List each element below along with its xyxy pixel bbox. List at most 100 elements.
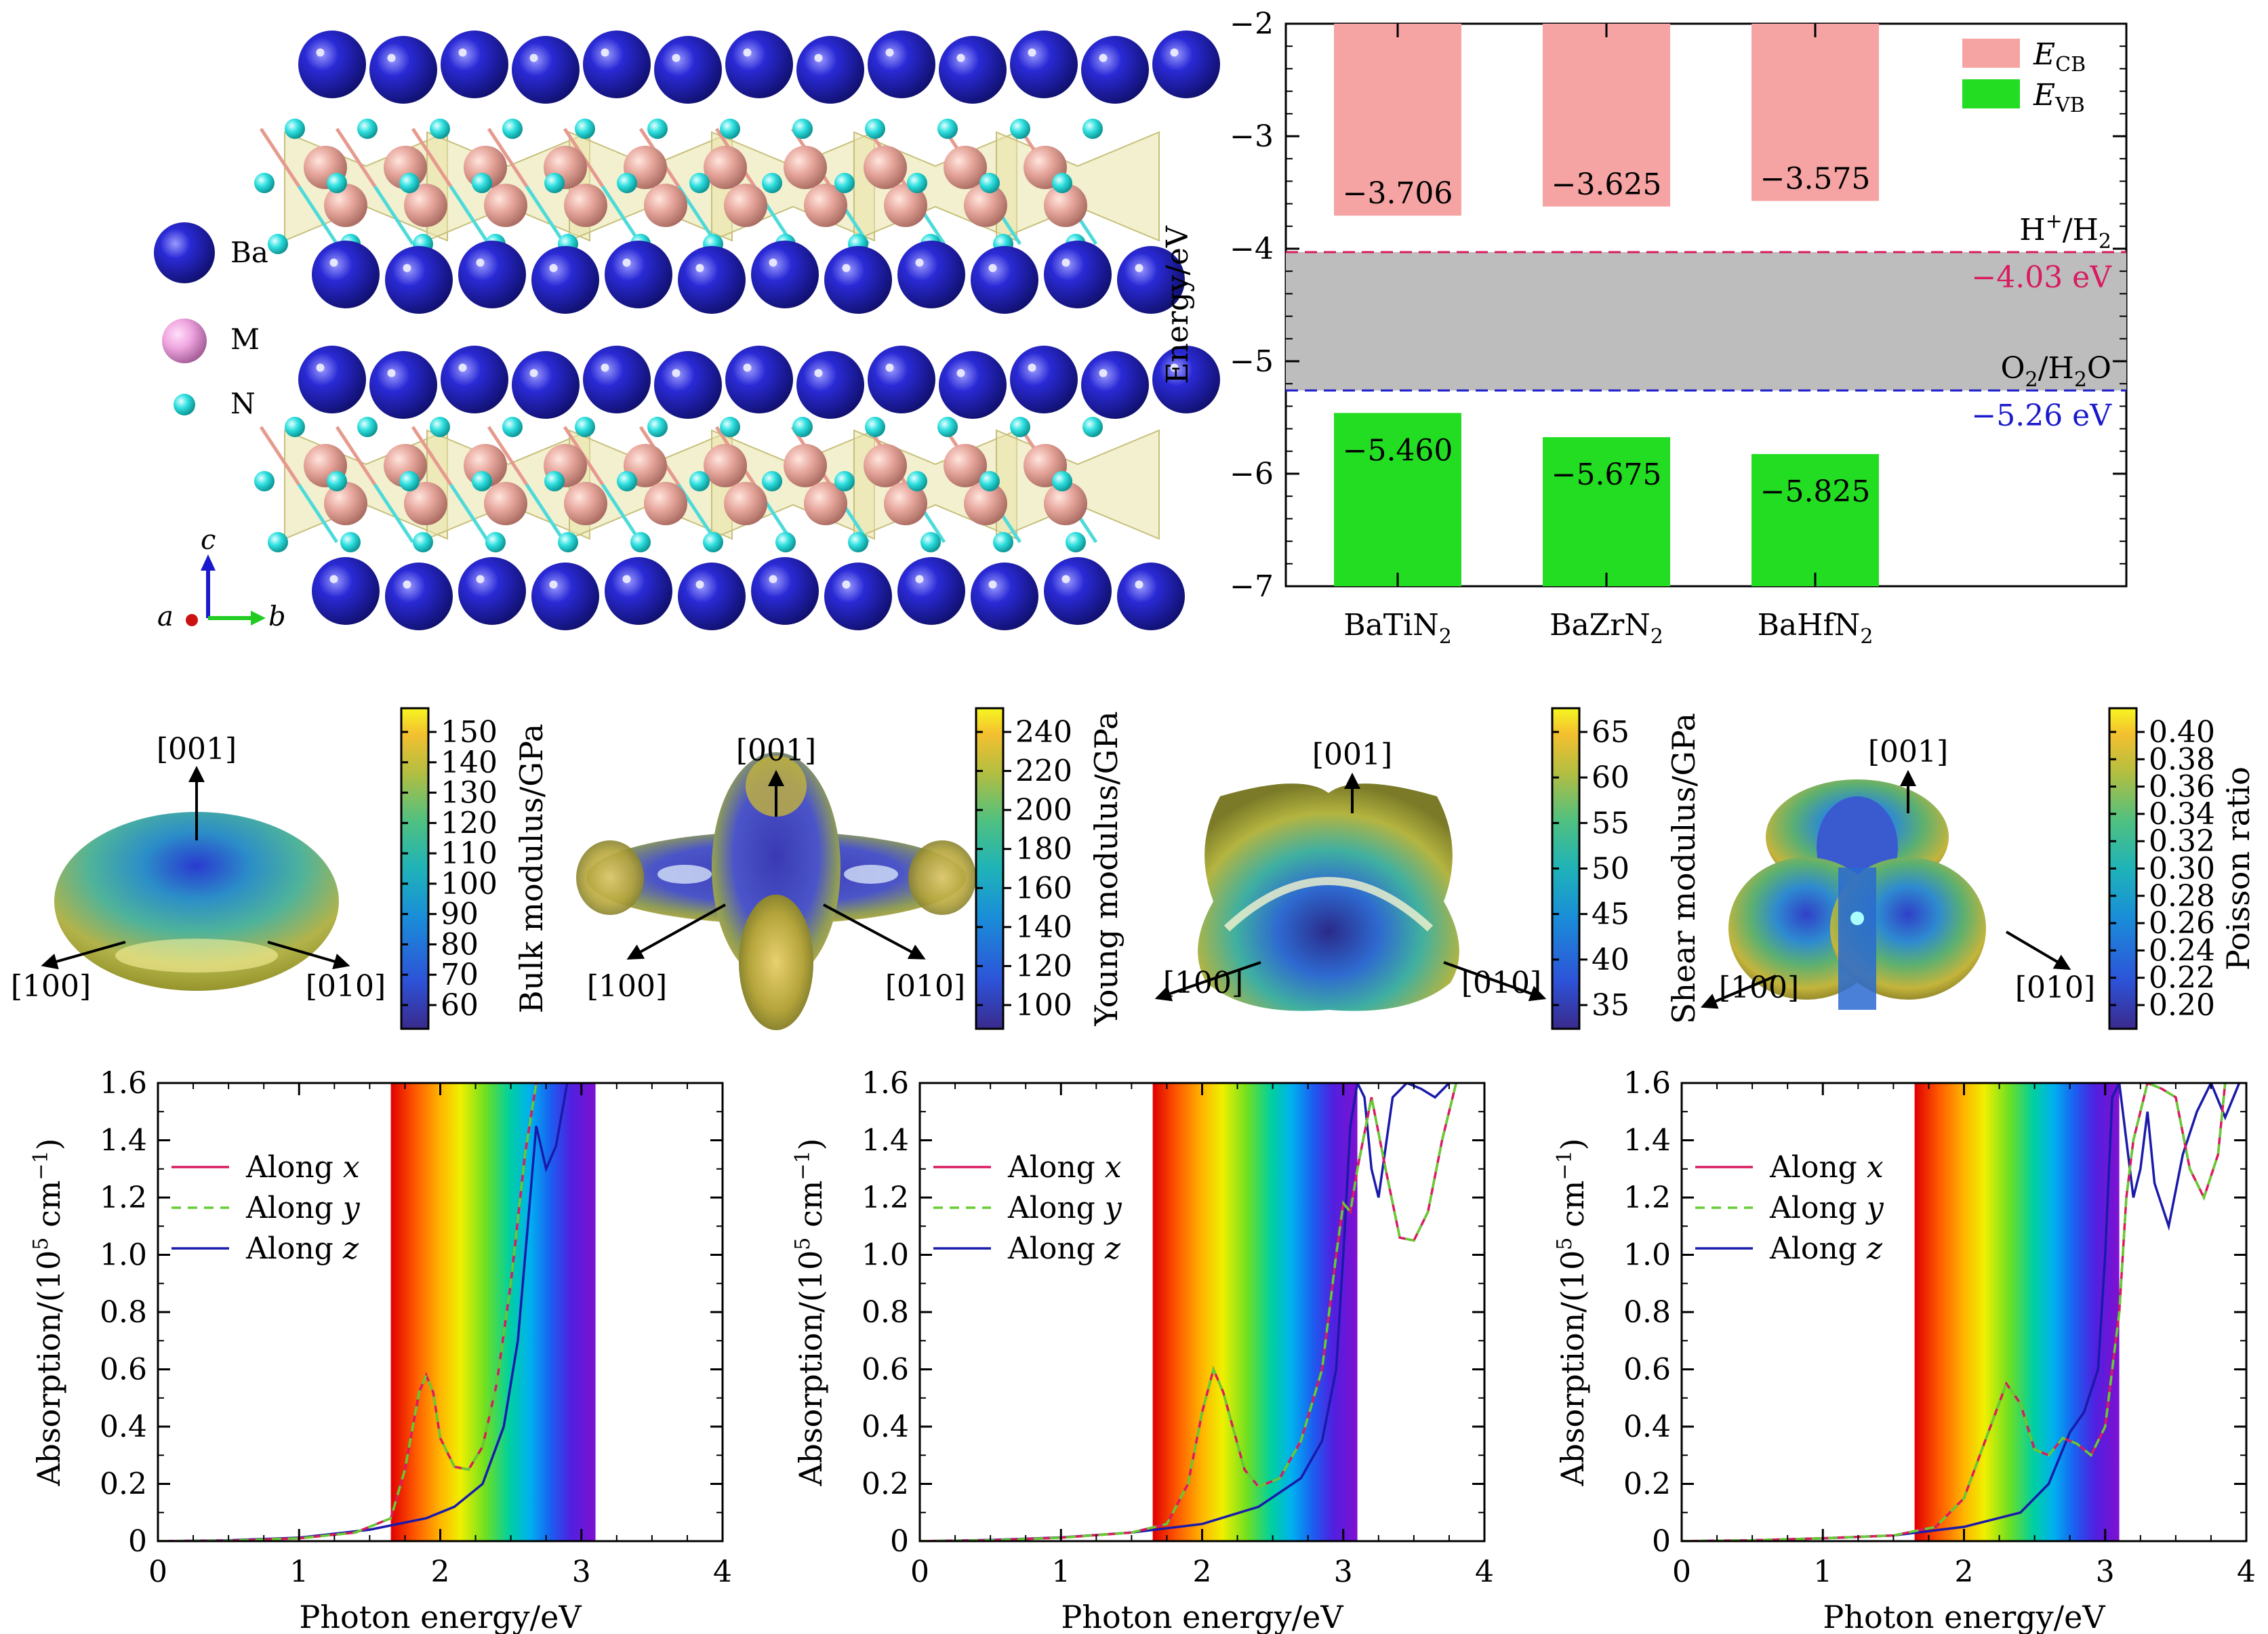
ba-atom: [298, 30, 366, 98]
ba-highlight: [1135, 264, 1143, 272]
o-level-name: O2/H2O: [2000, 351, 2111, 392]
ba-atom: [531, 246, 599, 314]
octahedral-slab: [254, 417, 1160, 552]
ba-highlight: [695, 264, 704, 272]
colorbar-tick-label: 65: [1592, 715, 1629, 750]
colorbar-tick-label: 45: [1592, 897, 1629, 932]
band-legend: ECB EVB: [1962, 37, 2086, 117]
series-along-y: [158, 1083, 538, 1541]
n-atom: [792, 119, 813, 139]
cb-value-label: −3.706: [1343, 176, 1453, 211]
x-tick-label: 1: [289, 1555, 308, 1589]
colorbar-tick-label: 40: [1592, 943, 1629, 977]
ba-atom: [897, 557, 965, 625]
ba-atom: [1044, 557, 1112, 625]
n-atom: [399, 471, 420, 491]
m-atom: [964, 184, 1007, 227]
axis-a-label: a: [157, 601, 174, 632]
cb-bar: [1751, 24, 1879, 201]
direction-label-010: [010]: [2015, 971, 2095, 1005]
x-tick-label: 0: [910, 1555, 929, 1589]
ba-atom: [868, 30, 935, 98]
ba-atom: [512, 351, 580, 419]
direction-label-100: [100]: [1163, 966, 1243, 1000]
n-atom: [485, 532, 506, 552]
ba-highlight: [622, 575, 631, 584]
n-atom: [254, 173, 275, 193]
colorbar: [975, 707, 1005, 1030]
colorbar-tick-label: 0.26: [2149, 906, 2215, 941]
bond: [487, 127, 529, 188]
octahedral-slab: [254, 119, 1160, 254]
colorbar-label: Young modulus/GPa: [1088, 711, 1125, 1026]
legend-label: Along z: [1007, 1231, 1121, 1266]
colorbar-tick-label: 50: [1592, 852, 1629, 886]
visible-spectrum-band: [1152, 1083, 1358, 1541]
m-atom: [1044, 482, 1087, 525]
n-atom: [775, 532, 796, 552]
ba-atom: [1152, 346, 1220, 413]
n-atom: [285, 417, 305, 437]
y-axis-label: Absorption/(105 cm−1): [1553, 1138, 1591, 1486]
colorbar-tick-label: 100: [1015, 988, 1072, 1023]
colorbar-tick-label: 240: [1015, 715, 1072, 750]
ba-highlight: [316, 48, 325, 57]
x-tick-label: 4: [713, 1555, 732, 1589]
n-atom: [762, 471, 782, 491]
x-tick-label: 0: [1672, 1555, 1691, 1589]
n-atom: [689, 471, 710, 491]
cb-bar: [1334, 24, 1461, 216]
n-atom: [502, 119, 523, 139]
bond: [335, 127, 377, 188]
ba-highlight: [672, 54, 681, 62]
colorbar-tick-label: 220: [1015, 754, 1072, 789]
axis-c-label: c: [201, 525, 216, 556]
n-atom: [544, 471, 565, 491]
atom-legend: Ba M N: [154, 222, 268, 420]
colorbar-tick-label: 140: [441, 745, 498, 780]
y-tick-label: 1.4: [862, 1124, 909, 1158]
colorbar-tick-label: 0.36: [2149, 770, 2215, 804]
vb-value-label: −5.675: [1552, 457, 1662, 492]
y-tick-label: −7: [1230, 569, 1274, 604]
colorbar-tick-label: 90: [441, 897, 479, 932]
ba-highlight: [458, 363, 467, 372]
colorbar-tick-label: 130: [441, 776, 498, 811]
ba-atom: [796, 36, 864, 104]
direction-label-001: [001]: [157, 732, 237, 767]
crystal-structure: [254, 30, 1220, 630]
ba-atom: [605, 557, 672, 625]
ba-atom: [1081, 36, 1149, 104]
m-atom: [404, 184, 447, 227]
ba-highlight: [842, 264, 851, 272]
n-atom: [617, 471, 637, 491]
y-tick-label: 0.8: [862, 1295, 909, 1330]
ba-atom: [971, 563, 1038, 630]
direction-arrow-010: [2005, 931, 2071, 971]
ba-atom: [796, 351, 864, 419]
bond: [449, 185, 491, 245]
m-atom: [864, 444, 907, 487]
ba-highlight: [403, 264, 411, 272]
ba-atom: [971, 246, 1038, 314]
n-atom: [689, 173, 710, 193]
n-atom: [907, 173, 927, 193]
n-atom: [544, 173, 565, 193]
x-tick-label: 1: [1813, 1555, 1832, 1589]
bond: [297, 185, 339, 245]
colorbar-tick-label: 0.22: [2149, 961, 2215, 996]
ba-atom: [939, 351, 1007, 419]
ba-highlight: [1099, 369, 1108, 377]
colorbar-tick-label: 55: [1592, 806, 1629, 840]
x-tick-label: 2: [1955, 1555, 1974, 1589]
ba-atom: [897, 241, 965, 308]
ba-highlight: [1061, 258, 1070, 267]
bond: [259, 127, 301, 188]
n-atom: [472, 173, 492, 193]
ba-highlight: [1028, 363, 1036, 372]
legend-label: Along z: [1769, 1231, 1883, 1266]
colorbar-tick-label: 0.30: [2149, 852, 2215, 886]
colorbar-tick-label: 180: [1015, 832, 1072, 867]
n-atom: [327, 471, 347, 491]
ba-atom: [824, 563, 892, 630]
